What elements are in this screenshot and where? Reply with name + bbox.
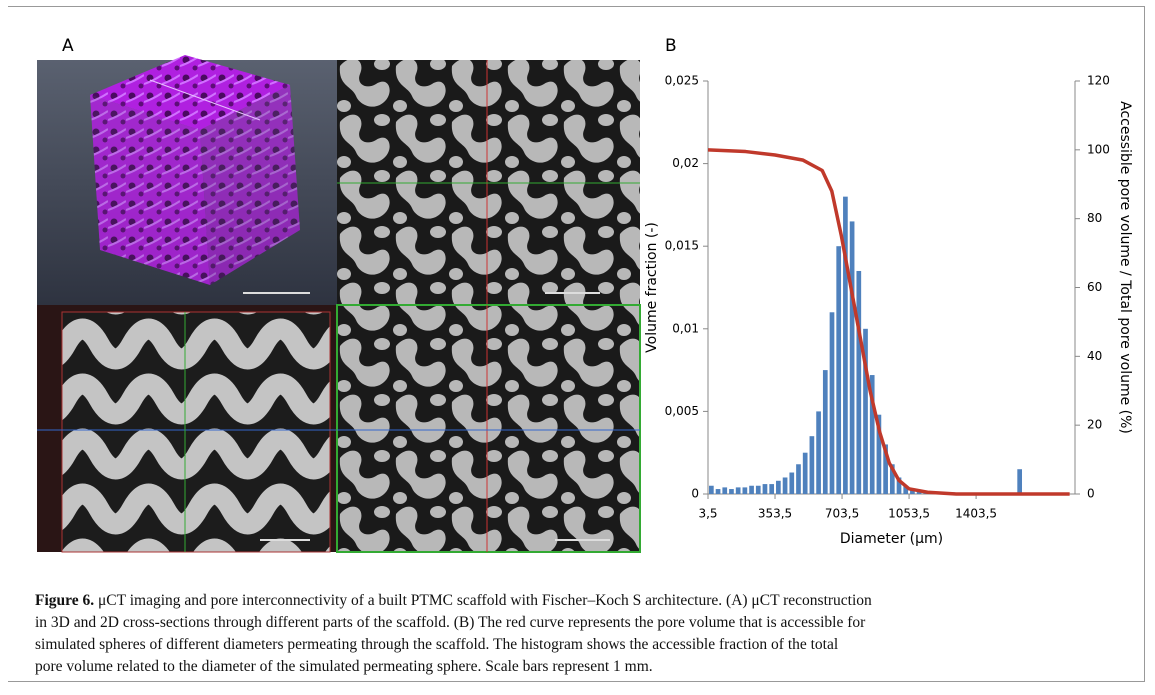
figure: A B 0 0,005 0,01 0,015 0,02 0,025 0 20 40 60 80 100… [37, 36, 1133, 553]
panel-label: A [62, 36, 74, 56]
caption-text: simulated spheres of different diameters… [35, 636, 839, 653]
bar [762, 484, 768, 494]
caption-line: Figure 6. μCT imaging and pore interconn… [35, 590, 1135, 612]
bar [709, 485, 714, 494]
y-axis-label: Volume fraction (-) [644, 222, 660, 353]
y2-tick-label: 0 [1087, 487, 1095, 501]
chart: 0 0,005 0,01 0,015 0,02 0,025 0 20 40 60 80 100 120 3… [644, 74, 1133, 548]
bar [742, 487, 748, 494]
panel-label: B [665, 36, 677, 56]
bar [849, 221, 855, 495]
y-tick-label: 0,015 [665, 239, 699, 253]
caption: Figure 6. μCT imaging and pore interconn… [35, 590, 1135, 678]
y-tick-label: 0 [691, 487, 699, 501]
y2-axis-label: Accessible pore volume / Total pore volu… [1117, 101, 1133, 434]
y-tick-label: 0,005 [665, 404, 699, 418]
caption-line: simulated spheres of different diameters… [35, 634, 1135, 656]
bar [789, 472, 795, 494]
bar [816, 411, 821, 494]
cube-face [90, 95, 210, 285]
y2-tick-label: 20 [1087, 418, 1102, 432]
caption-text: pore volume related to the diameter of t… [35, 658, 653, 675]
x-tick-label: 3,5 [698, 507, 717, 521]
y-tick-label: 0,02 [672, 156, 699, 170]
bar [822, 370, 828, 494]
bar [896, 477, 902, 494]
y2-tick-label: 100 [1087, 142, 1110, 156]
y2-tick-label: 80 [1087, 211, 1102, 225]
bar [729, 489, 734, 494]
figure-frame [8, 6, 1145, 682]
x-tick-label: 1403,5 [955, 507, 997, 521]
bar [883, 444, 888, 494]
bar [749, 485, 754, 494]
x-tick-label: 703,5 [825, 507, 859, 521]
bar [1017, 469, 1023, 494]
bar [715, 489, 721, 494]
bar [889, 464, 895, 494]
y2-tick-label: 40 [1087, 349, 1102, 363]
y-tick-label: 0,01 [672, 321, 699, 335]
caption-text: in 3D and 2D cross-sections through diff… [35, 614, 866, 631]
y2-tick-label: 60 [1087, 280, 1102, 294]
bar [809, 436, 815, 494]
caption-line: pore volume related to the diameter of t… [35, 656, 1135, 678]
y-tick-label: 0,025 [665, 74, 699, 88]
cube-face [90, 55, 290, 130]
bar [910, 489, 915, 494]
x-tick-label: 1053,5 [888, 507, 930, 521]
cross-section [61, 311, 331, 553]
bar [829, 312, 835, 494]
bar [769, 484, 775, 494]
bar [782, 477, 788, 494]
accessible-volume-curve [707, 148, 1070, 496]
cube-face [200, 85, 300, 285]
bar [722, 487, 728, 494]
section-line [149, 79, 261, 121]
bar [903, 485, 909, 494]
caption-label: Figure 6. [35, 592, 95, 609]
cross-section [336, 304, 641, 553]
bar [843, 196, 848, 494]
bar [796, 464, 801, 494]
bar [836, 246, 842, 494]
x-tick-label: 353,5 [758, 507, 792, 521]
bar [863, 328, 868, 494]
ct-images [37, 55, 641, 553]
caption-line: in 3D and 2D cross-sections through diff… [35, 612, 1135, 634]
bar [735, 487, 741, 494]
bar [776, 480, 781, 494]
bar [869, 375, 875, 494]
caption-text: μCT imaging and pore interconnectivity o… [94, 592, 872, 609]
bar [802, 452, 808, 494]
bar [856, 270, 862, 494]
x-axis-label: Diameter (μm) [840, 531, 943, 547]
bar [876, 414, 882, 494]
bar [755, 485, 761, 494]
y2-tick-label: 120 [1087, 74, 1110, 88]
